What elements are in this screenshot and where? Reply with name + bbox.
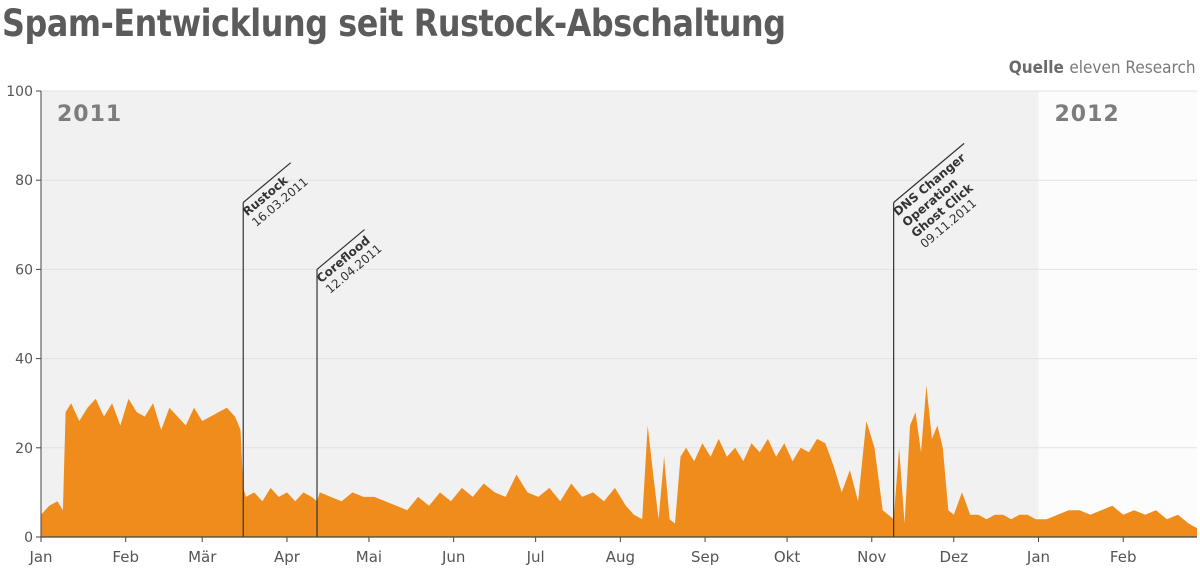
source-note: Quelle eleven Research — [1009, 58, 1196, 78]
source-label: Quelle — [1009, 58, 1065, 78]
x-tick-label: Mai — [356, 548, 382, 566]
event-line-cap — [316, 229, 365, 270]
period-label: 2011 — [57, 102, 122, 127]
event-line-cap — [242, 162, 292, 203]
event-line-cap — [893, 142, 965, 203]
x-tick-label: Feb — [112, 548, 139, 566]
y-tick-label: 40 — [15, 352, 33, 368]
x-tick-label: Jun — [441, 548, 465, 566]
period-background — [1038, 91, 1197, 537]
chart-title: Spam-Entwicklung seit Rustock-Abschaltun… — [2, 2, 786, 45]
x-tick-label: Jan — [1026, 548, 1050, 566]
y-tick-label: 20 — [15, 441, 33, 457]
x-tick-label: Okt — [774, 548, 800, 566]
x-tick-label: Nov — [857, 548, 886, 566]
y-tick-label: 80 — [15, 173, 33, 189]
source-value: eleven Research — [1069, 58, 1196, 78]
series-area — [41, 385, 1197, 537]
y-tick-label: 0 — [24, 530, 33, 546]
x-tick-label: Feb — [1110, 548, 1137, 566]
y-tick-label: 60 — [15, 262, 33, 278]
x-tick-label: Jan — [28, 548, 52, 566]
x-tick-label: Jul — [526, 548, 545, 566]
x-tick-label: Apr — [274, 548, 301, 566]
y-tick-label: 100 — [6, 84, 33, 100]
x-tick-label: Sep — [691, 548, 719, 566]
x-tick-label: Aug — [606, 548, 635, 566]
x-tick-label: Mär — [188, 548, 217, 566]
period-label: 2012 — [1054, 102, 1119, 127]
x-tick-label: Dez — [939, 548, 968, 566]
